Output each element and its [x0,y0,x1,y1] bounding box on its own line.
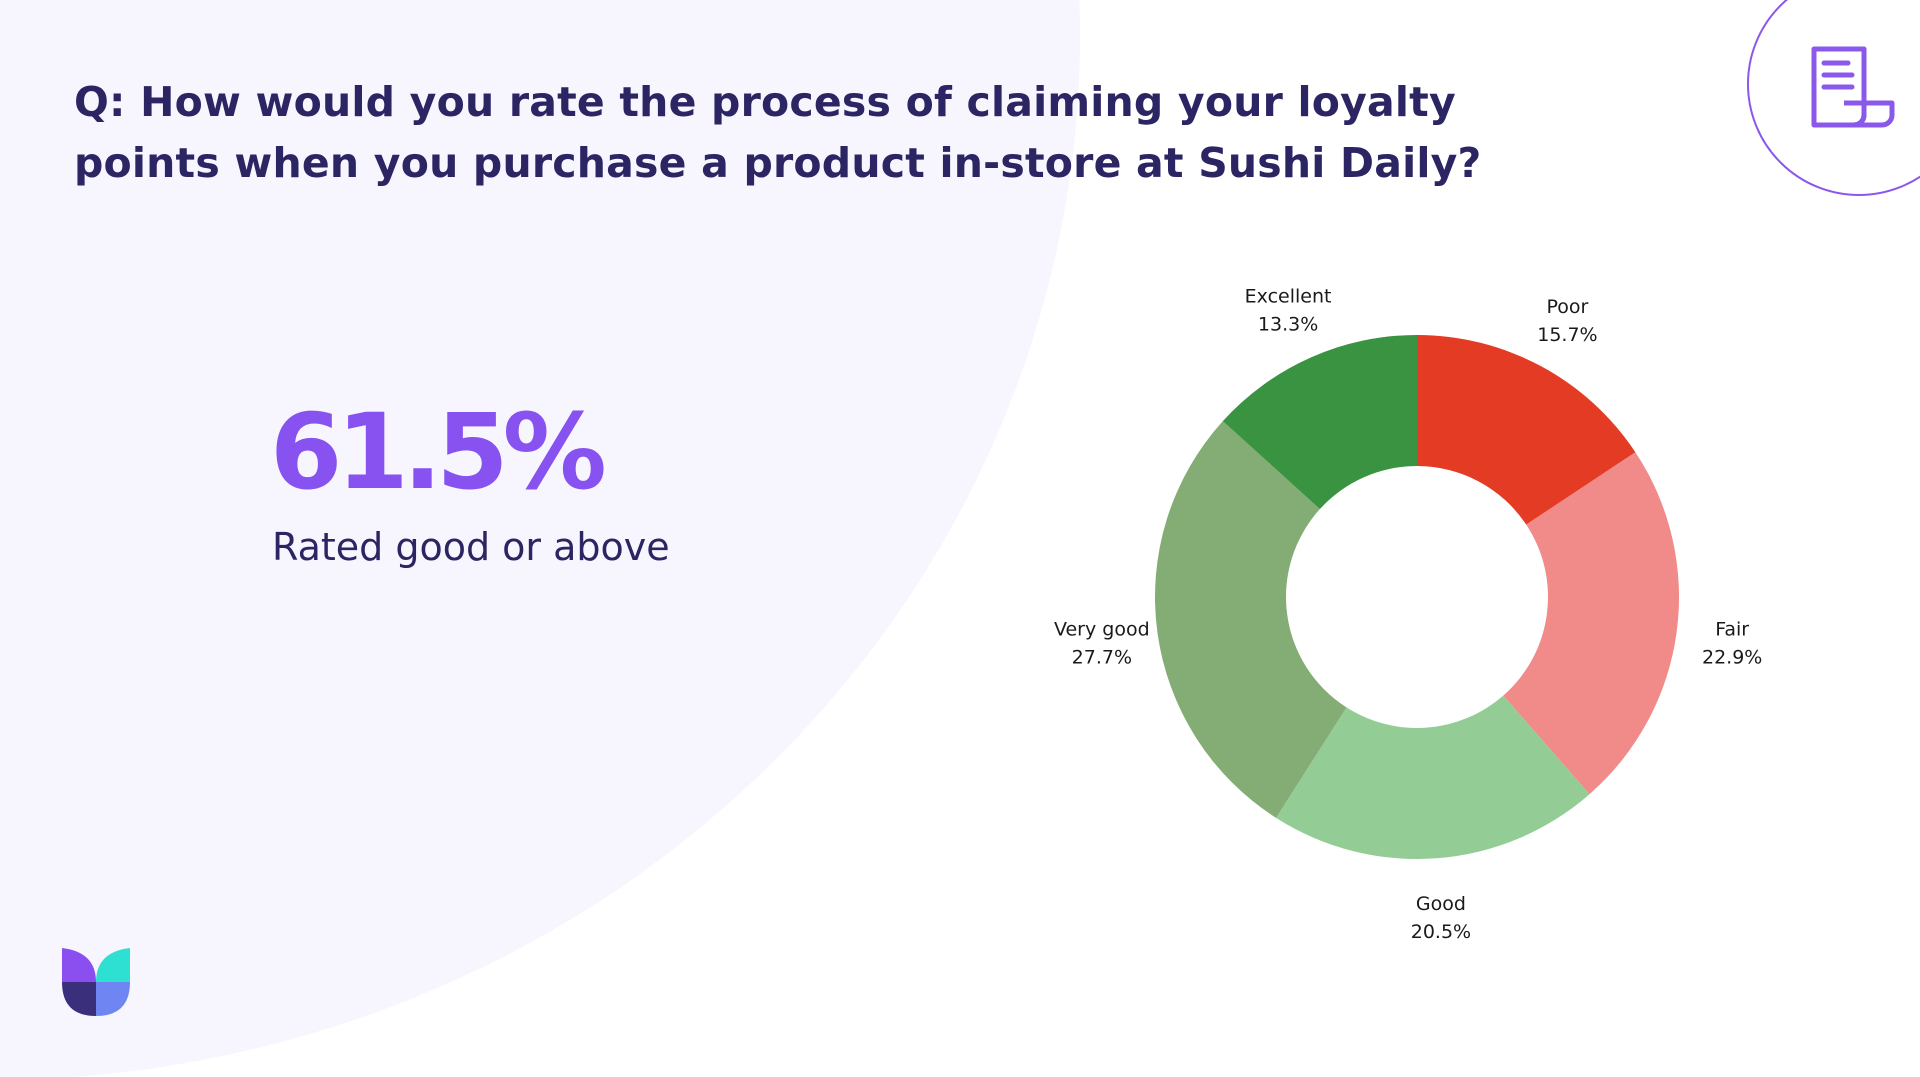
question-title: Q: How would you rate the process of cla… [74,78,1482,187]
slice-label-very-good: Very good 27.7% [1054,618,1150,668]
document-scroll-icon [1811,46,1895,128]
slice-label-fair: Fair 22.9% [1702,618,1762,668]
slice-label-poor: Poor 15.7% [1537,296,1597,346]
slice-label-good: Good 20.5% [1411,893,1471,943]
highlight-caption: Rated good or above [272,525,670,569]
highlight-value: 61.5% [270,391,607,513]
brand-logo [62,948,130,1016]
donut-slices [1155,335,1679,859]
slice-excellent [1222,335,1417,510]
slice-label-excellent: Excellent 13.3% [1245,285,1332,335]
slice-very-good [1155,421,1347,818]
slice-poor [1417,335,1636,525]
slice-good [1276,695,1590,859]
donut-labels: Poor 15.7% Fair 22.9% Good 20.5% Very good 27.7… [1054,285,1762,943]
slice-fair [1503,452,1679,795]
